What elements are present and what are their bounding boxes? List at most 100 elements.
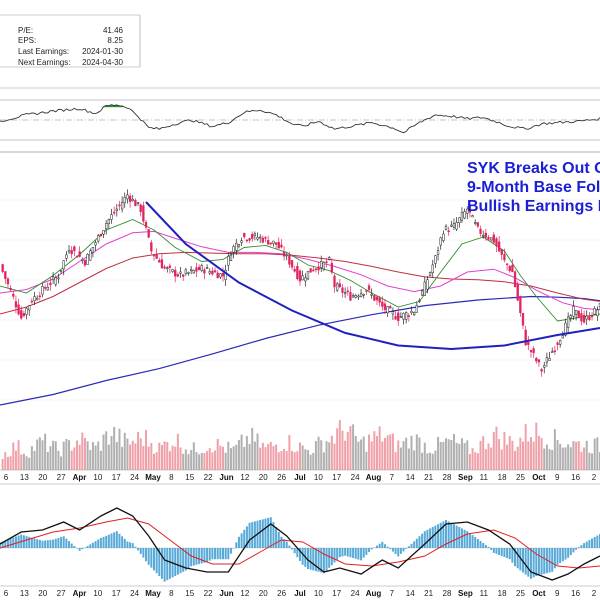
volume-bar	[317, 436, 320, 470]
candle-body	[126, 194, 129, 200]
volume-bar	[442, 441, 445, 470]
candlesticks	[1, 189, 600, 377]
candle-body	[94, 242, 97, 246]
candle-body	[86, 253, 89, 265]
x-tick-label: 27	[57, 589, 66, 598]
macd-hist-bar	[394, 548, 397, 554]
candle-body	[211, 270, 214, 275]
volume-bar	[78, 444, 81, 470]
eps-label: EPS:	[18, 36, 36, 45]
macd-hist-bar	[36, 539, 39, 548]
candle-body	[197, 266, 201, 271]
volume-bar	[514, 450, 517, 470]
x-tick-label: 17	[332, 473, 341, 482]
volume-bar	[152, 453, 155, 470]
candle-body	[492, 234, 495, 243]
macd-hist-bar	[6, 539, 9, 548]
candle-body	[354, 295, 357, 298]
candle-body	[322, 261, 326, 270]
macd-hist-bar	[22, 535, 25, 548]
macd-hist-bar	[370, 548, 373, 550]
candle-body	[158, 260, 161, 263]
volume-bar	[214, 450, 217, 470]
candle-body	[174, 269, 177, 277]
next-earnings-value: 2024-04-30	[82, 58, 123, 67]
macd-hist-bar	[383, 544, 386, 548]
candle-body	[532, 348, 535, 354]
candle-body	[227, 255, 230, 266]
macd-hist-bar	[413, 541, 416, 548]
volume-bar	[73, 447, 76, 470]
volume-bar	[160, 445, 163, 470]
volume-bar	[280, 450, 283, 470]
candle-body	[282, 251, 286, 257]
macd-hist-bar	[346, 548, 349, 557]
macd-hist-bar	[261, 519, 264, 548]
macd-hist-bar	[306, 548, 309, 569]
volume-bar	[22, 453, 25, 470]
x-tick-label: 10	[314, 589, 323, 598]
candle-body	[375, 296, 379, 301]
x-tick-label: 6	[4, 589, 9, 598]
x-axis: 6 13 20 27 Apr 10 17 24 May 8 15 22 Jun 12 20 26 Jul 10 17…	[4, 473, 597, 482]
volume-bar	[439, 442, 442, 470]
volume-bar	[248, 443, 251, 470]
macd-hist-bar	[283, 539, 286, 548]
candle-body	[105, 223, 108, 230]
annotation-line-1: SYK Breaks Out O	[467, 160, 600, 177]
volume-bar	[487, 443, 490, 470]
volume-bar	[285, 451, 288, 470]
candle-body	[168, 265, 172, 268]
volume-bar	[460, 438, 463, 470]
macd-hist-bar	[65, 538, 68, 548]
macd-hist-bar	[280, 536, 283, 548]
macd-hist-bar	[155, 548, 158, 574]
volume-bar	[591, 453, 594, 470]
macd-signal-line	[0, 517, 600, 569]
candle-body	[585, 315, 588, 320]
volume-bar	[168, 451, 171, 470]
volume-bar	[190, 449, 193, 470]
macd-hist-bar	[102, 536, 105, 548]
volume-bar	[17, 440, 20, 470]
x-tick-label: 26	[277, 589, 286, 598]
volume-bar	[535, 422, 538, 470]
x-tick-label: 7	[390, 473, 395, 482]
candle-body	[367, 285, 371, 290]
volume-bar	[365, 451, 368, 470]
volume-bar	[333, 443, 336, 470]
volume-bar	[44, 433, 47, 470]
candle-body	[490, 237, 493, 241]
macd-hist-bar	[126, 541, 129, 548]
candle-body	[274, 242, 278, 245]
volume-bar	[468, 454, 471, 470]
x-tick-label: 14	[406, 589, 415, 598]
x-tick-label: Oct	[532, 589, 546, 598]
macd-hist-bar	[338, 548, 341, 558]
candle-body	[115, 208, 118, 212]
volume-bar	[237, 440, 240, 470]
volume-bar	[580, 451, 583, 470]
volume-bar	[516, 446, 519, 470]
volume-bar	[545, 444, 548, 470]
macd-hist-bar	[431, 527, 434, 548]
candle-body	[450, 224, 453, 227]
candle-body	[253, 233, 257, 236]
volume-bar	[402, 441, 405, 470]
volume-bar	[498, 439, 501, 470]
candle-body	[580, 313, 583, 322]
x-tick-label: Aug	[366, 473, 382, 482]
candle-body	[277, 242, 280, 249]
macd-hist-bar	[516, 548, 519, 569]
macd-hist-bar	[476, 539, 479, 548]
macd-hist-bar	[553, 548, 556, 569]
volume-bar	[567, 444, 570, 470]
x-tick-label: 2	[592, 589, 597, 598]
x-tick-label: 18	[498, 473, 507, 482]
candle-body	[503, 254, 506, 261]
macd-hist-bar	[195, 548, 198, 565]
candle-body	[529, 350, 533, 353]
macd-hist-bar	[277, 531, 280, 548]
candle-body	[365, 290, 368, 292]
